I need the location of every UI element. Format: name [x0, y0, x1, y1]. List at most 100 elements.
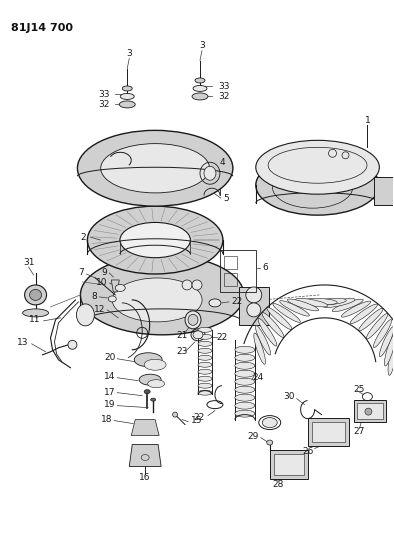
- Text: 8: 8: [91, 293, 97, 302]
- Ellipse shape: [267, 308, 292, 329]
- Text: 4: 4: [219, 158, 225, 167]
- Text: 23: 23: [177, 348, 188, 356]
- Text: 14: 14: [104, 372, 115, 381]
- Text: 32: 32: [98, 100, 109, 109]
- Text: 28: 28: [272, 480, 283, 489]
- Text: 30: 30: [283, 392, 295, 401]
- Text: 21: 21: [177, 332, 188, 340]
- Ellipse shape: [198, 341, 212, 346]
- Ellipse shape: [350, 304, 377, 324]
- Text: 6: 6: [262, 263, 268, 272]
- Text: 17: 17: [104, 388, 115, 397]
- Ellipse shape: [359, 308, 383, 331]
- Ellipse shape: [235, 346, 255, 353]
- Text: 11: 11: [29, 316, 41, 325]
- Ellipse shape: [314, 298, 346, 305]
- Ellipse shape: [235, 386, 255, 393]
- Ellipse shape: [193, 85, 207, 92]
- Text: 18: 18: [101, 415, 112, 424]
- Ellipse shape: [204, 166, 216, 180]
- Text: 22: 22: [194, 413, 205, 422]
- Ellipse shape: [80, 255, 244, 335]
- Ellipse shape: [246, 287, 262, 303]
- Ellipse shape: [115, 285, 125, 292]
- Text: 32: 32: [218, 92, 229, 101]
- Ellipse shape: [235, 394, 255, 401]
- Ellipse shape: [101, 143, 210, 193]
- Text: 1: 1: [364, 116, 370, 125]
- Polygon shape: [131, 419, 159, 435]
- Ellipse shape: [148, 379, 165, 387]
- Ellipse shape: [198, 369, 212, 374]
- Ellipse shape: [332, 299, 363, 312]
- Text: 29: 29: [247, 432, 259, 441]
- Text: 31: 31: [23, 257, 34, 266]
- Text: 15: 15: [191, 416, 203, 425]
- Ellipse shape: [193, 331, 203, 339]
- Text: 81J14 700: 81J14 700: [11, 22, 72, 33]
- Text: 25: 25: [354, 385, 365, 394]
- Text: 33: 33: [98, 90, 109, 99]
- Bar: [355, 400, 387, 422]
- Ellipse shape: [192, 280, 202, 290]
- Text: 22: 22: [231, 297, 242, 306]
- Ellipse shape: [198, 390, 212, 395]
- Bar: [357, 402, 383, 418]
- Ellipse shape: [76, 304, 95, 326]
- Ellipse shape: [112, 278, 202, 322]
- Text: 22: 22: [216, 333, 228, 342]
- Text: 24: 24: [252, 373, 264, 382]
- Ellipse shape: [235, 370, 255, 377]
- Ellipse shape: [185, 311, 201, 329]
- Ellipse shape: [144, 359, 166, 370]
- Ellipse shape: [198, 383, 212, 388]
- Ellipse shape: [122, 86, 132, 91]
- Ellipse shape: [24, 285, 46, 305]
- Ellipse shape: [256, 155, 379, 215]
- Ellipse shape: [120, 222, 190, 257]
- Text: 2: 2: [81, 232, 86, 241]
- Bar: [239, 287, 269, 325]
- Text: 13: 13: [17, 338, 29, 348]
- Text: 3: 3: [199, 41, 205, 50]
- Ellipse shape: [379, 327, 394, 357]
- Ellipse shape: [173, 412, 178, 417]
- Bar: [224, 256, 237, 269]
- Ellipse shape: [365, 408, 372, 415]
- Ellipse shape: [198, 362, 212, 367]
- Ellipse shape: [108, 296, 116, 302]
- Ellipse shape: [195, 78, 205, 83]
- Ellipse shape: [235, 410, 255, 417]
- Ellipse shape: [235, 402, 255, 409]
- Ellipse shape: [255, 325, 271, 355]
- Ellipse shape: [235, 354, 255, 361]
- Ellipse shape: [366, 313, 388, 339]
- Ellipse shape: [235, 362, 255, 369]
- Ellipse shape: [273, 303, 300, 322]
- Ellipse shape: [198, 348, 212, 353]
- Ellipse shape: [134, 353, 162, 367]
- Ellipse shape: [198, 356, 212, 360]
- Text: 10: 10: [96, 278, 107, 287]
- Text: 12: 12: [94, 305, 105, 314]
- Ellipse shape: [198, 327, 212, 333]
- Text: 20: 20: [104, 353, 115, 362]
- Ellipse shape: [341, 301, 371, 317]
- Ellipse shape: [258, 318, 277, 346]
- Ellipse shape: [374, 319, 392, 348]
- Ellipse shape: [30, 289, 41, 301]
- Text: 33: 33: [218, 82, 229, 91]
- Ellipse shape: [68, 340, 77, 349]
- Ellipse shape: [287, 299, 319, 311]
- Text: 3: 3: [126, 49, 132, 58]
- Bar: [274, 454, 304, 475]
- Ellipse shape: [192, 93, 208, 100]
- Ellipse shape: [262, 417, 277, 427]
- Text: 19: 19: [104, 400, 115, 409]
- Polygon shape: [129, 445, 161, 466]
- Ellipse shape: [78, 131, 233, 206]
- Bar: [308, 417, 349, 446]
- Ellipse shape: [247, 303, 261, 317]
- Ellipse shape: [198, 376, 212, 381]
- Bar: [270, 449, 308, 480]
